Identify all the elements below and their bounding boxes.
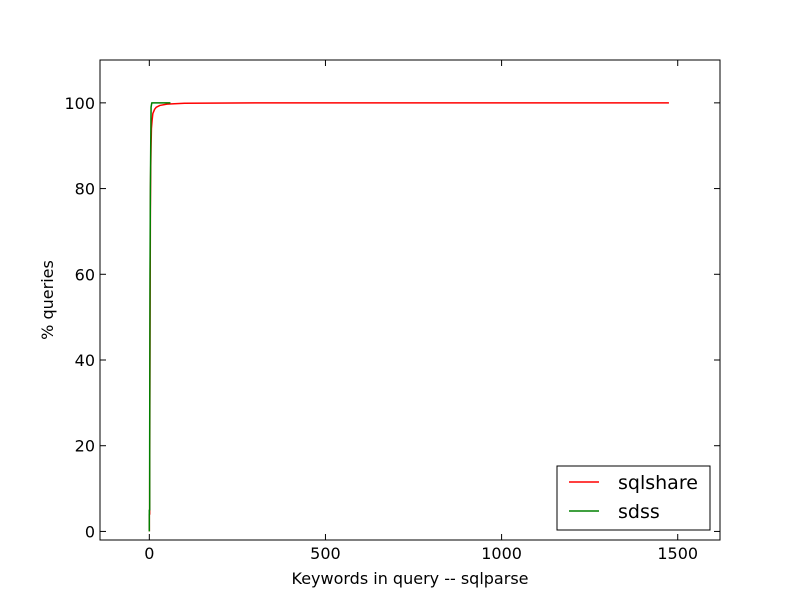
y-tick-label: 20 [75,437,95,456]
plot-area: 0 500 1000 1500 0 20 40 60 80 100 [64,59,721,563]
y-tick-label: 60 [75,265,95,284]
series-layer [148,102,669,532]
x-tick-label: 1000 [481,544,522,563]
legend-label-sqlshare: sqlshare [618,472,698,494]
x-tick-label: 500 [310,544,341,563]
y-tick-label: 0 [85,522,95,541]
ticks-layer: 0 500 1000 1500 0 20 40 60 80 100 [64,60,720,563]
y-axis-label: % queries [38,260,57,340]
y-tick-label: 80 [75,180,95,199]
legend-box [556,465,711,531]
y-tick-label: 40 [75,351,95,370]
plot-frame [99,59,721,541]
x-tick-label: 1500 [657,544,698,563]
y-tick-label: 100 [64,94,95,113]
x-tick-label: 0 [144,544,154,563]
x-axis-label: Keywords in query -- sqlparse [292,569,529,588]
series-line-sdss [148,102,171,532]
legend: sqlshare sdss [556,465,711,531]
legend-label-sdss: sdss [618,501,660,523]
